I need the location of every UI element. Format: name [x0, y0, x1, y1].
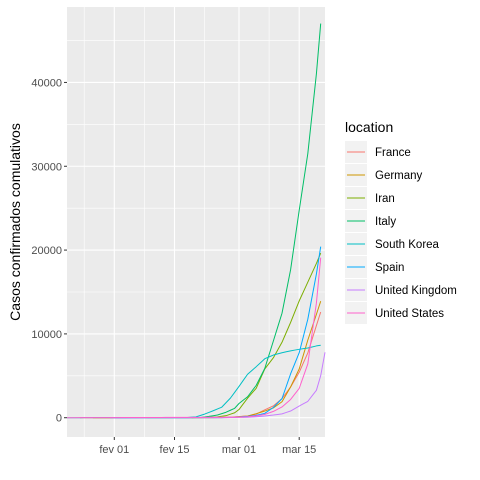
legend: location France Germany Iran Italy South Kor…: [345, 119, 457, 324]
y-tick-label: 30000: [31, 161, 62, 173]
legend-label-united-kingdom: United Kingdom: [375, 285, 457, 297]
y-tick-label: 40000: [31, 77, 62, 89]
plot-panel: [67, 7, 325, 437]
legend-title: location: [345, 119, 393, 135]
y-axis: 0 10000 20000 30000 40000: [31, 77, 67, 425]
x-tick-label: fev 01: [99, 444, 129, 456]
legend-label-united-states: United States: [375, 308, 444, 320]
y-tick-label: 0: [56, 413, 62, 425]
legend-label-italy: Italy: [375, 216, 396, 228]
y-tick-label: 10000: [31, 329, 62, 341]
legend-label-iran: Iran: [375, 193, 395, 205]
legend-label-germany: Germany: [375, 170, 423, 182]
series-line-united-states: [66, 257, 322, 419]
x-axis: fev 01 fev 15 mar 01 mar 15: [99, 437, 316, 456]
x-tick-label: fev 15: [160, 444, 190, 456]
legend-label-south-korea: South Korea: [375, 239, 440, 251]
series-lines: [66, 23, 326, 419]
y-axis-title: Casos confirmados comulativos: [7, 123, 23, 321]
y-tick-label: 20000: [31, 245, 62, 257]
x-tick-label: mar 15: [282, 444, 316, 456]
legend-items: France Germany Iran Italy South Korea Spain Un…: [345, 141, 457, 324]
x-tick-label: mar 01: [222, 444, 256, 456]
minor-gridlines: [67, 7, 325, 437]
legend-label-france: France: [375, 147, 411, 159]
legend-label-spain: Spain: [375, 262, 404, 274]
